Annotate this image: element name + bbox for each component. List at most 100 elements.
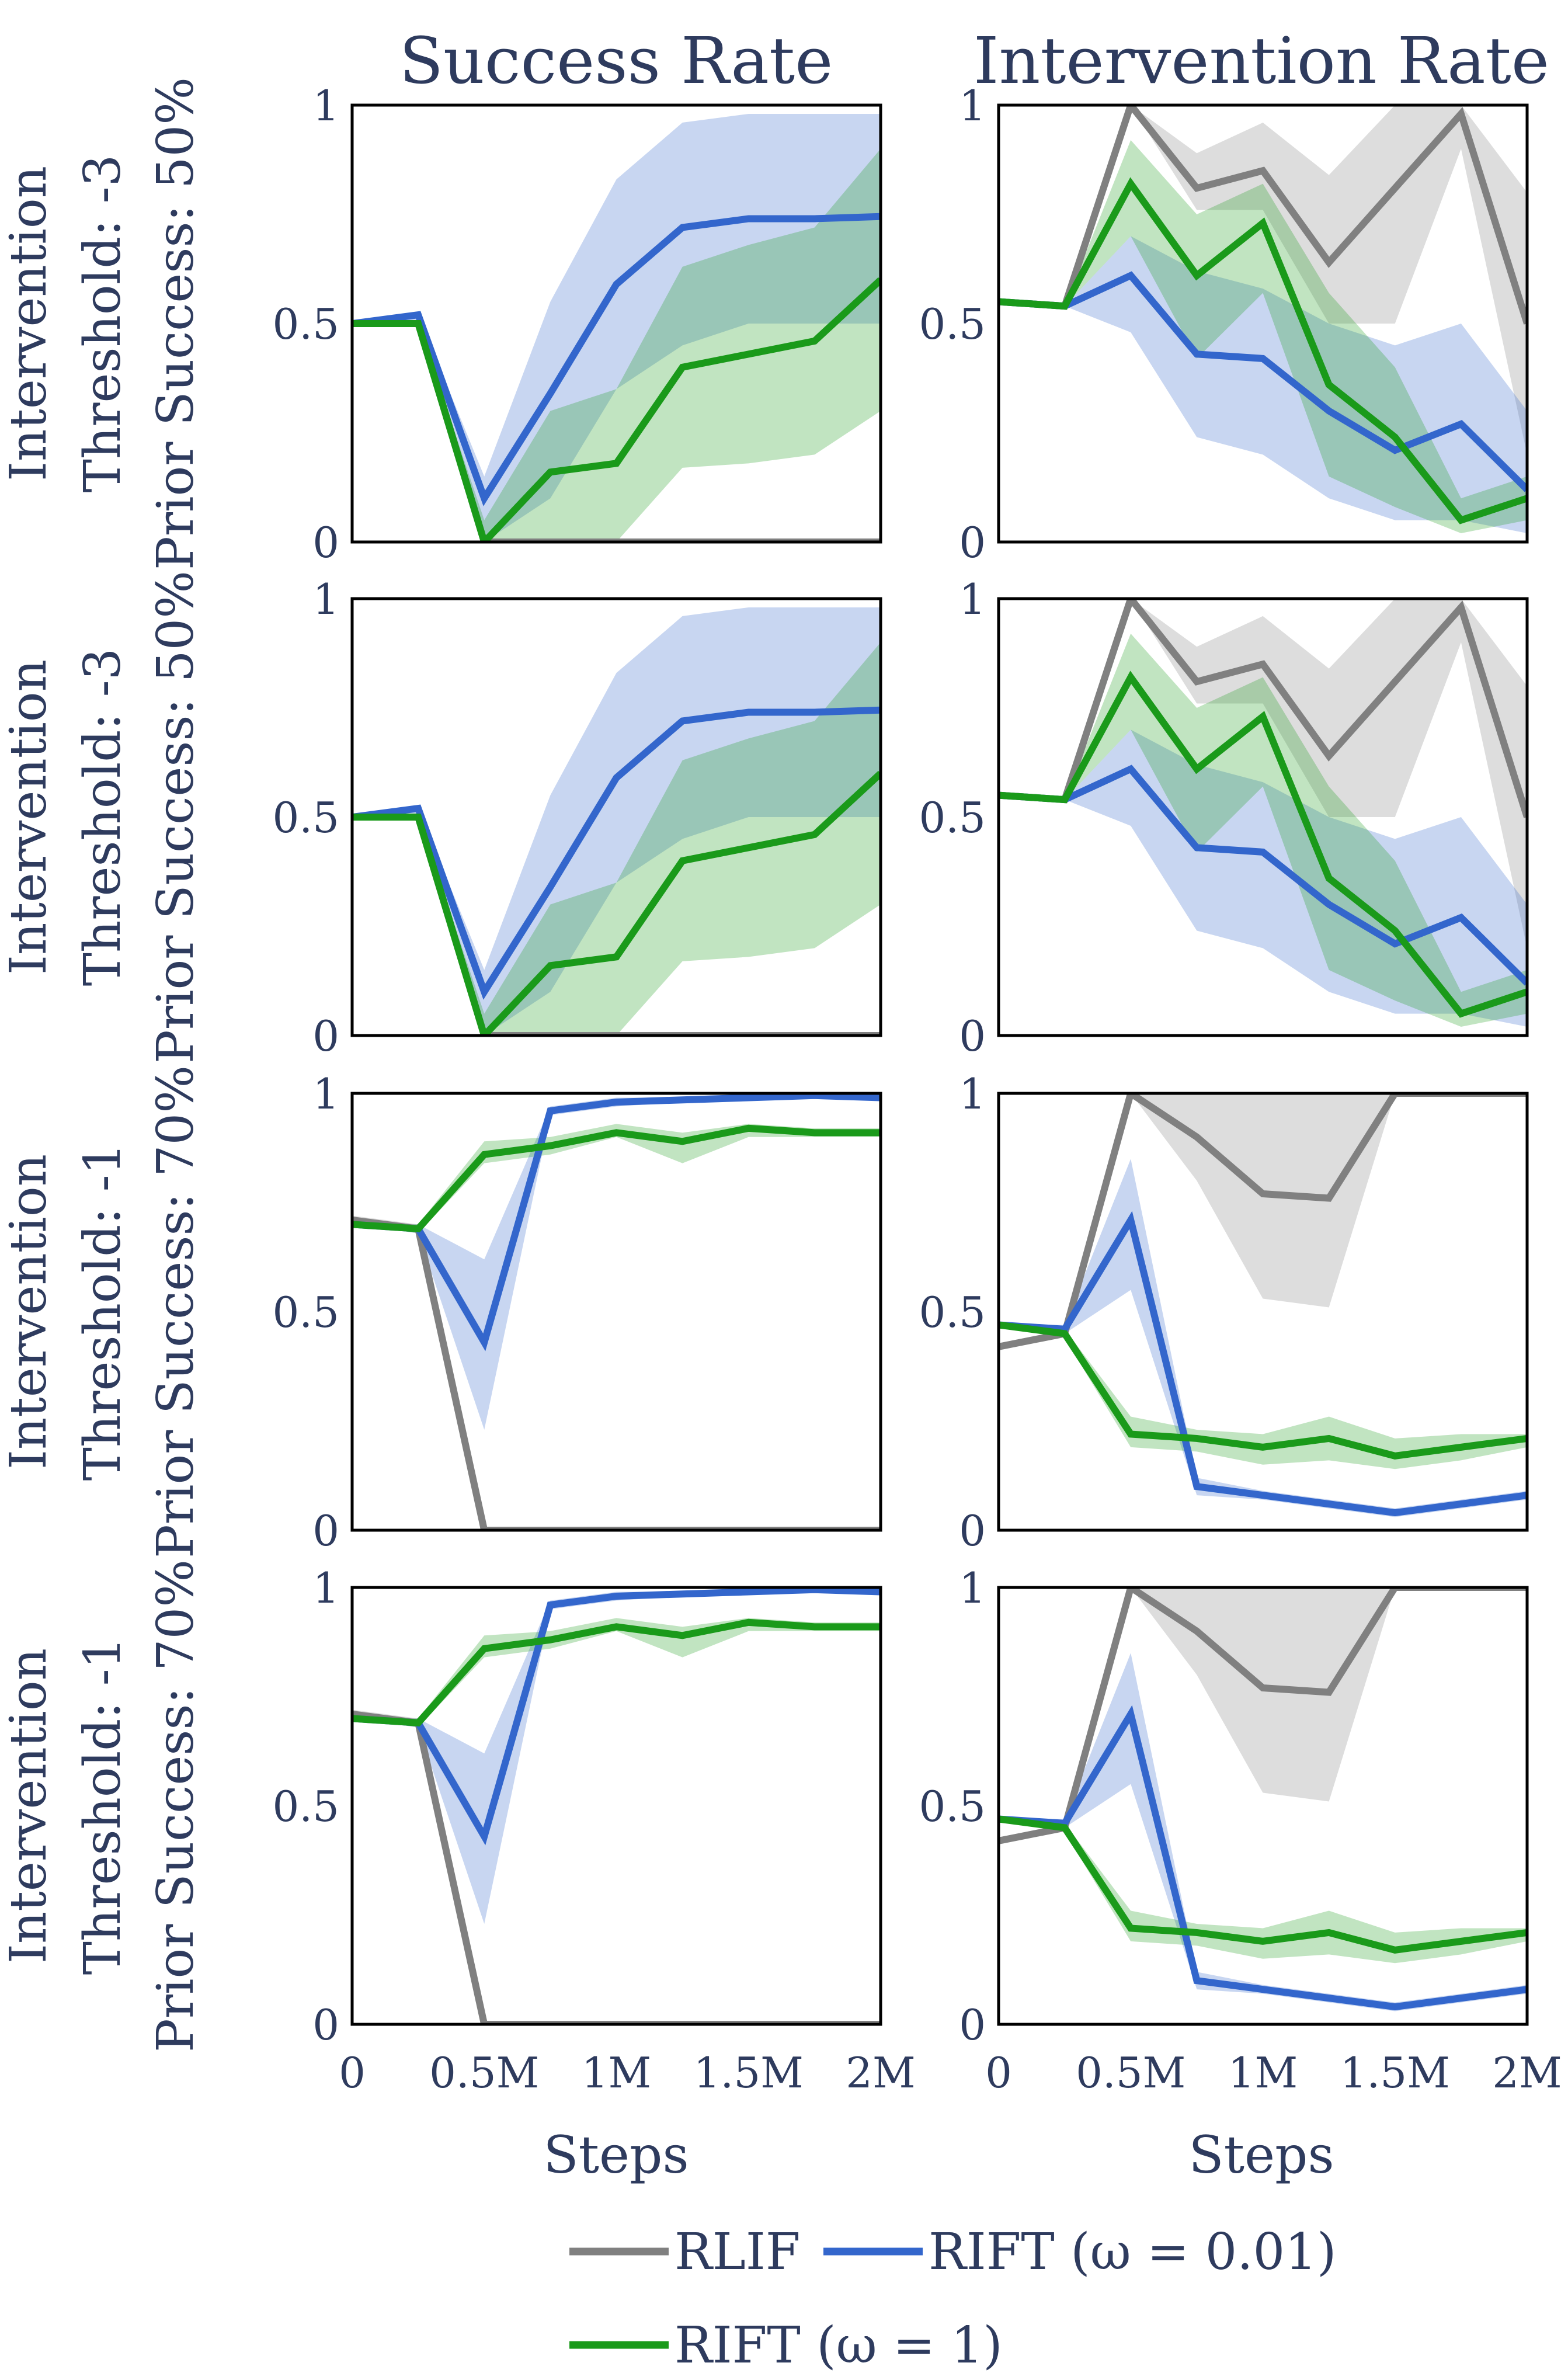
row-label-3-line-1: Threshold: -1 — [74, 1637, 132, 1975]
point-rift-1-6 — [1394, 1949, 1396, 1951]
plot-frame — [997, 1586, 1529, 2026]
point-rlif-6 — [1394, 187, 1396, 189]
point-rift-1-6 — [1394, 930, 1396, 932]
point-rift-0-01-6 — [748, 218, 749, 220]
point-rift-0-01-3 — [550, 1110, 551, 1111]
y-tick-label-1: 0.5 — [272, 300, 339, 349]
line-rlif — [352, 1216, 881, 1530]
band-rift-1 — [352, 642, 881, 1036]
point-rift-1-7 — [813, 833, 815, 835]
point-rift-1-1 — [1064, 305, 1066, 307]
y-tick-label-2: 1 — [959, 575, 986, 624]
point-rift-1-4 — [616, 1626, 617, 1628]
band-rift-0-01 — [352, 1587, 881, 1924]
point-rift-1-1 — [1064, 799, 1066, 801]
point-rift-1-7 — [1460, 1013, 1462, 1014]
point-rift-1-2 — [1130, 1927, 1132, 1929]
panel-row3-success-rate: 0 0.5 1 0 0.5M 1M 1.5M 2M — [272, 1563, 915, 2097]
y-tick-label-0: 0 — [959, 2000, 986, 2049]
row-label-1-line-0: Intervention — [0, 659, 58, 975]
column-title-success-rate: Success Rate — [399, 23, 833, 98]
band-rift-0-01 — [999, 236, 1527, 534]
point-rift-0-01-7 — [1460, 1503, 1462, 1505]
point-rift-0-01-7 — [1460, 917, 1462, 919]
point-rift-0-01-6 — [1394, 2006, 1396, 2008]
row-labels: Intervention Threshold: -3 Prior Success: … — [0, 77, 205, 2052]
point-rift-0-01-4 — [616, 1595, 617, 1597]
x-tick-label-4: 2M — [1492, 2048, 1562, 2097]
point-rift-0-01-5 — [682, 227, 683, 228]
point-rift-0-01-4 — [616, 777, 617, 779]
point-rift-0-01-6 — [1394, 1512, 1396, 1514]
point-rift-0-01-2 — [1130, 768, 1132, 770]
point-rift-0-01-5 — [682, 1099, 683, 1101]
point-rift-0-01-7 — [813, 711, 815, 713]
x-tick-label-2: 1M — [1228, 2048, 1298, 2097]
point-rift-1-3 — [1196, 768, 1198, 770]
point-rift-0-01-7 — [813, 218, 815, 220]
point-rift-1-7 — [1460, 1940, 1462, 1942]
point-rift-0-01-3 — [1196, 847, 1198, 849]
point-rift-1-6 — [748, 847, 749, 849]
band-rift-0-01 — [352, 1093, 881, 1430]
point-rift-1-3 — [1196, 275, 1198, 276]
y-tick-label-2: 1 — [312, 1069, 339, 1118]
point-rift-0-01-5 — [682, 1593, 683, 1595]
point-rlif-7 — [1460, 606, 1462, 608]
point-rift-1-7 — [813, 1626, 815, 1628]
plot-frame — [350, 1586, 882, 2026]
row-label-2-line-0: Intervention — [0, 1154, 58, 1469]
row-label-2-line-1: Threshold: -1 — [74, 1143, 132, 1481]
point-rift-0-01-3 — [1196, 1980, 1198, 1982]
band-rift-0-01 — [999, 1653, 1527, 2011]
point-rlif-3 — [1196, 1136, 1198, 1138]
point-rlif-7 — [1460, 113, 1462, 114]
point-rift-0-01-5 — [1328, 410, 1330, 412]
point-rift-1-3 — [1196, 1437, 1198, 1439]
point-rift-0-01-7 — [1460, 423, 1462, 425]
x-tick-label-4: 2M — [846, 2048, 916, 2097]
point-rift-0-01-2 — [484, 991, 485, 993]
column-title-intervention-rate: Intervention Rate — [974, 23, 1549, 98]
point-rift-0-01-4 — [1262, 1495, 1264, 1496]
point-rift-1-2 — [1130, 676, 1132, 678]
row-label-0-line-0: Intervention — [0, 166, 58, 481]
point-rift-1-2 — [484, 1648, 485, 1649]
point-rift-1-6 — [1394, 436, 1396, 438]
point-rlif-5 — [1328, 262, 1330, 263]
point-rift-0-01-4 — [616, 283, 617, 285]
point-rift-1-4 — [616, 1132, 617, 1134]
legend-label-1: RIFT (ω = 0.01) — [929, 2223, 1337, 2281]
point-rlif-4 — [1262, 1193, 1264, 1195]
point-rift-1-2 — [484, 1153, 485, 1155]
point-rlif-5 — [1328, 1197, 1330, 1199]
band-rift-0-01 — [999, 729, 1527, 1027]
point-rift-0-01-7 — [813, 1095, 815, 1096]
point-rift-1-4 — [1262, 222, 1264, 224]
point-rift-1-7 — [813, 340, 815, 342]
point-rift-1-5 — [1328, 877, 1330, 879]
plot-frame — [350, 103, 882, 544]
point-rift-1-2 — [1130, 183, 1132, 185]
y-tick-label-0: 0 — [312, 1506, 339, 1555]
row-label-2-line-2: Prior Success: 70% — [147, 1065, 205, 1558]
line-rlif — [352, 1710, 881, 2024]
point-rift-1-5 — [1328, 384, 1330, 385]
point-rift-1-5 — [682, 1635, 683, 1637]
y-tick-label-1: 0.5 — [272, 1782, 339, 1831]
point-rift-0-01-7 — [813, 1589, 815, 1590]
point-rift-1-2 — [1130, 1433, 1132, 1435]
point-rift-0-01-1 — [1064, 1822, 1066, 1824]
band-rlif — [999, 1093, 1527, 1347]
point-rlif-3 — [1196, 1630, 1198, 1632]
x-tick-label-3: 1.5M — [694, 2048, 804, 2097]
point-rlif-4 — [1262, 663, 1264, 665]
point-rift-1-1 — [418, 1228, 419, 1229]
point-rift-0-01-5 — [1328, 904, 1330, 905]
point-rift-0-01-2 — [1130, 275, 1132, 276]
y-tick-label-1: 0.5 — [919, 300, 986, 349]
point-rift-0-01-6 — [748, 711, 749, 713]
legend-label-0: RLIF — [675, 2223, 801, 2281]
point-rift-1-5 — [682, 1141, 683, 1142]
